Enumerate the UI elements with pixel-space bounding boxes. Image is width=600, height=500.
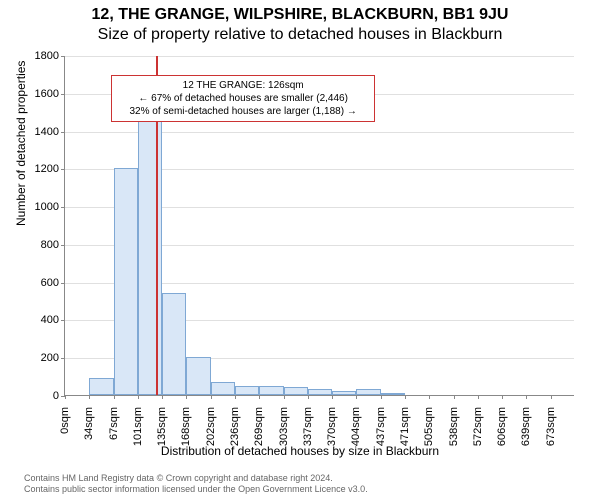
histogram-bar [186,357,210,395]
xtick-mark [89,395,90,399]
histogram-bar [235,386,259,395]
annotation-line-3: 32% of semi-detached houses are larger (… [120,105,366,118]
histogram-bar [162,293,186,395]
ytick-label: 1600 [35,88,65,100]
xtick-label: 168sqm [180,401,192,446]
xtick-mark [356,395,357,399]
histogram-bar [259,386,283,395]
xtick-mark [162,395,163,399]
xtick-mark [235,395,236,399]
xtick-label: 337sqm [302,401,314,446]
ytick-label: 200 [41,352,65,364]
xtick-label: 67sqm [108,401,120,440]
chart-subtitle: Size of property relative to detached ho… [0,24,600,44]
annotation-box: 12 THE GRANGE: 126sqm← 67% of detached h… [111,75,375,122]
xtick-label: 673sqm [545,401,557,446]
xtick-mark [405,395,406,399]
histogram-bar [114,168,138,395]
xtick-label: 572sqm [472,401,484,446]
xtick-mark [114,395,115,399]
histogram-bar [89,378,113,395]
xtick-label: 202sqm [205,401,217,446]
xtick-label: 471sqm [399,401,411,446]
xtick-mark [478,395,479,399]
xtick-mark [259,395,260,399]
xtick-label: 639sqm [520,401,532,446]
xtick-mark [308,395,309,399]
footer-line-2: Contains public sector information licen… [24,484,588,496]
histogram-bar [332,391,356,395]
y-axis-label: Number of detached properties [14,61,28,226]
ytick-label: 1200 [35,163,65,175]
footer-line-1: Contains HM Land Registry data © Crown c… [24,473,588,485]
ytick-label: 600 [41,277,65,289]
ytick-label: 800 [41,239,65,251]
xtick-mark [332,395,333,399]
chart-title: 12, THE GRANGE, WILPSHIRE, BLACKBURN, BB… [0,0,600,24]
xtick-label: 505sqm [423,401,435,446]
x-axis-label: Distribution of detached houses by size … [0,444,600,458]
xtick-label: 135sqm [156,401,168,446]
annotation-line-1: 12 THE GRANGE: 126sqm [120,79,366,92]
xtick-label: 538sqm [448,401,460,446]
xtick-mark [284,395,285,399]
xtick-mark [211,395,212,399]
annotation-line-2: ← 67% of detached houses are smaller (2,… [120,92,366,105]
xtick-mark [454,395,455,399]
xtick-label: 606sqm [496,401,508,446]
histogram-bar [211,382,235,395]
histogram-bar [356,389,380,395]
xtick-label: 437sqm [375,401,387,446]
xtick-label: 303sqm [278,401,290,446]
ytick-label: 1800 [35,50,65,62]
gridline [65,56,574,57]
ytick-label: 1000 [35,201,65,213]
histogram-chart: 0200400600800100012001400160018000sqm34s… [64,56,574,396]
histogram-bar [138,119,162,395]
xtick-label: 0sqm [59,401,71,434]
xtick-mark [526,395,527,399]
xtick-label: 34sqm [83,401,95,440]
xtick-mark [186,395,187,399]
xtick-label: 404sqm [350,401,362,446]
xtick-label: 370sqm [326,401,338,446]
xtick-mark [429,395,430,399]
xtick-label: 269sqm [253,401,265,446]
xtick-label: 101sqm [132,401,144,446]
ytick-label: 400 [41,314,65,326]
xtick-mark [502,395,503,399]
histogram-bar [284,387,308,395]
histogram-bar [381,393,405,395]
xtick-mark [381,395,382,399]
xtick-mark [138,395,139,399]
footer-attribution: Contains HM Land Registry data © Crown c… [24,473,588,496]
xtick-mark [65,395,66,399]
xtick-label: 236sqm [229,401,241,446]
histogram-bar [308,389,332,395]
xtick-mark [551,395,552,399]
ytick-label: 1400 [35,126,65,138]
